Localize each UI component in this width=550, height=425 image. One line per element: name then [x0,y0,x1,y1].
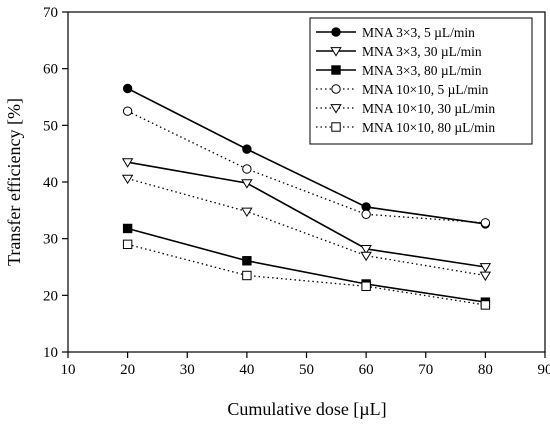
y-tick-label: 10 [43,345,58,361]
data-point [360,245,372,255]
legend-label: MNA 10×10, 80 µL/min [362,120,495,135]
data-point [121,174,134,185]
x-tick-label: 80 [478,362,493,378]
data-point [242,164,252,174]
legend-marker [330,47,342,57]
series [121,83,492,310]
data-point [479,263,492,273]
legend-label: MNA 10×10, 5 µL/min [362,82,489,97]
data-point [122,83,133,94]
y-tick-label: 30 [43,232,58,248]
data-point [480,218,491,228]
data-point [361,209,371,220]
x-tick-label: 90 [538,362,550,378]
x-tick-label: 50 [299,362,314,378]
data-point [242,144,252,154]
series-line [127,110,486,224]
legend-box [309,17,533,145]
data-point [242,256,252,266]
x-tick-label: 60 [359,362,374,378]
data-point [122,239,133,250]
series-line [127,161,486,268]
legend-marker [330,104,342,114]
series-4 [122,106,491,228]
series-line [127,243,486,306]
data-point [122,223,133,234]
data-point [241,207,253,218]
x-tick-label: 30 [180,362,195,378]
x-tick-label: 20 [120,362,135,378]
data-point [241,179,253,189]
series-5 [121,174,492,282]
data-point [121,158,134,168]
axes: 10 20 30 40 50 60 70 80 90 10 20 30 40 50 60 70 [43,5,550,378]
series-1 [122,83,491,229]
data-point [479,271,492,282]
y-tick-label: 50 [43,118,58,134]
x-tick-label: 10 [61,362,76,378]
legend-marker [331,65,341,75]
data-point [122,106,133,116]
x-tick-label: 70 [418,362,433,378]
y-tick-label: 40 [43,175,58,191]
data-point [242,270,252,281]
legend-label: MNA 10×10, 30 µL/min [362,101,495,116]
legend-label: MNA 3×3, 30 µL/min [362,44,482,59]
series-3 [122,223,491,307]
y-tick-label: 60 [43,62,58,78]
legend-marker [331,27,341,37]
x-axis-label: Cumulative dose [µL] [227,399,386,419]
x-tick-label: 40 [239,362,254,378]
y-tick-label: 20 [43,288,58,304]
series-line [127,227,486,303]
data-point [361,281,371,291]
legend-marker [331,122,341,132]
legend-label: MNA 3×3, 80 µL/min [362,63,482,78]
data-point [360,251,372,262]
legend: MNA 3×3, 5 µL/min MNA 3×3, 30 µL/min MNA 3… [309,17,533,145]
legend-label: MNA 3×3, 5 µL/min [362,25,475,40]
y-axis-label: Transfer efficiency [%] [4,98,24,266]
legend-marker [331,84,341,94]
y-tick-label: 70 [43,5,58,21]
series-2 [121,158,492,273]
series-6 [122,239,491,310]
series-line [127,177,486,277]
series-line [127,87,486,225]
data-point [480,300,491,310]
